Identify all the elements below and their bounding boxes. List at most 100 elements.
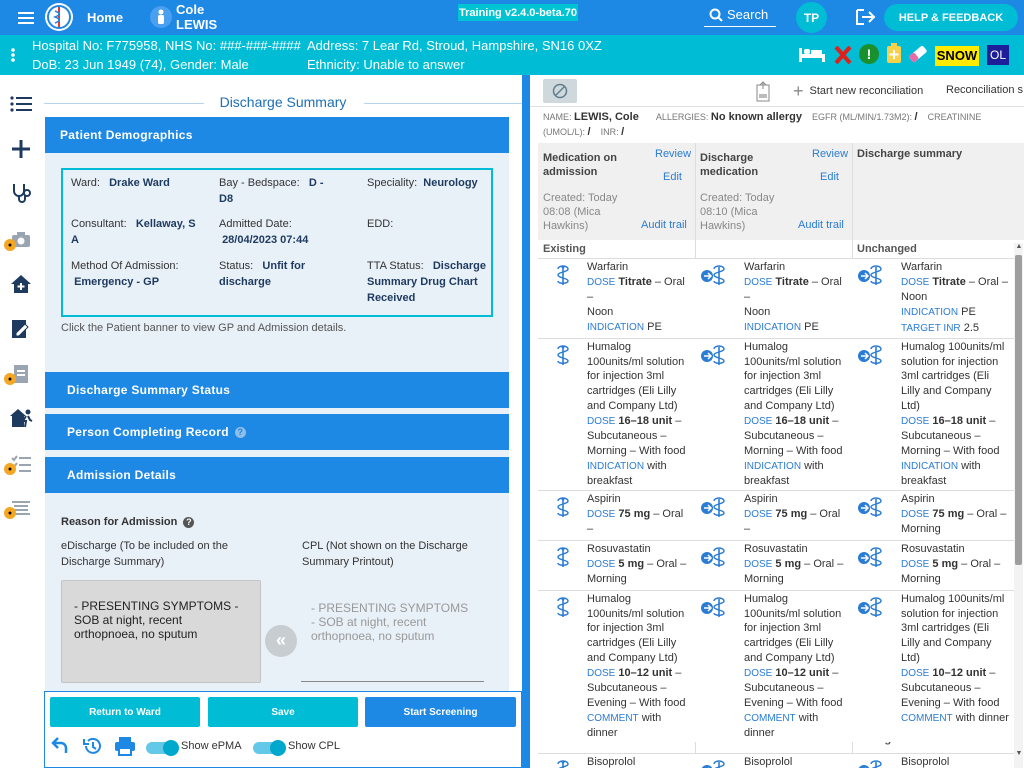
extra-value: PE [647, 320, 662, 333]
dose-value: 16–18 unit [775, 414, 830, 427]
patient-banner[interactable]: Hospital No: F775958, NHS No: ###-###-##… [0, 35, 1024, 75]
bed-icon[interactable] [798, 44, 826, 64]
home-link[interactable]: Home [86, 9, 124, 25]
undo-icon[interactable] [50, 736, 70, 756]
disabled-icon[interactable] [543, 79, 577, 103]
export-document-icon[interactable] [754, 81, 772, 103]
extra-tail: breakfast [901, 475, 947, 488]
history-icon[interactable] [82, 736, 102, 756]
toggle-knob [163, 740, 179, 756]
medication-details: Humalog 100units/ml solution for injection… [587, 592, 692, 741]
medication-card[interactable] [852, 753, 1014, 768]
discharge-audit-link[interactable]: Audit trail [798, 219, 844, 231]
patient-name[interactable]: Cole LEWIS [176, 2, 218, 32]
dose-value: 16–18 unit [618, 414, 673, 427]
scroll-down-arrow-icon[interactable]: ▼ [1015, 750, 1023, 757]
dose-line: Morning [901, 573, 941, 586]
training-badge: Training v2.4.0-beta.70 [458, 4, 578, 21]
stethoscope-icon[interactable] [6, 178, 36, 208]
checklist-icon[interactable]: ● [4, 449, 36, 479]
panel-divider[interactable] [522, 75, 530, 768]
dose-line: Subcutaneous – [587, 430, 667, 443]
medication-card[interactable] [695, 753, 852, 768]
snow-badge[interactable]: SNOW [935, 46, 979, 66]
printer-icon[interactable] [114, 736, 136, 756]
dose-value: 10–12 unit [618, 666, 673, 679]
discharge-icon[interactable] [6, 403, 36, 433]
extra-value: with dinner [744, 711, 819, 740]
bay-value: D - [308, 177, 324, 189]
extra-label: COMMENT [587, 712, 639, 724]
help-feedback-button[interactable]: HELP & FEEDBACK [884, 4, 1018, 31]
dose-line: Noon [901, 291, 928, 304]
list-icon[interactable] [6, 89, 36, 119]
lock-icon: ● [4, 373, 16, 385]
show-epma-toggle[interactable] [146, 740, 179, 756]
dose-line: Morning [587, 537, 692, 539]
copy-left-button[interactable]: « [265, 625, 297, 657]
person-completing-record-header[interactable]: Person Completing Record ? [45, 414, 509, 450]
plus-icon[interactable] [6, 134, 36, 164]
banner-expand-icon[interactable] [10, 47, 16, 63]
admission-details-header[interactable]: Admission Details [45, 457, 509, 493]
document-edit-icon[interactable] [6, 314, 36, 344]
save-button[interactable]: Save [208, 697, 358, 727]
admission-review-link[interactable]: Review [655, 148, 692, 160]
dose-line: Subcutaneous – [901, 682, 981, 695]
patient-demographics-header[interactable]: Patient Demographics [45, 117, 509, 153]
ward-value: Drake Ward [109, 177, 170, 189]
eraser-icon[interactable] [906, 43, 930, 65]
bay-value-cont: D8 [219, 193, 234, 205]
home-plus-icon[interactable] [6, 269, 36, 299]
medical-kit-icon[interactable] [885, 42, 903, 64]
med-name-line: and Company Ltd) [587, 399, 678, 412]
med-name-line: cartridges (Eli Lilly [744, 385, 834, 398]
egfr-value: / [914, 111, 918, 123]
discharge-summary-panel: Discharge Summary Patient Demographics W… [44, 75, 522, 768]
start-new-reconciliation-label: Start new reconciliation [809, 85, 924, 97]
app-logo[interactable] [44, 0, 74, 34]
clipboard-icon[interactable]: ● [4, 359, 36, 389]
red-cross-icon[interactable] [833, 44, 853, 66]
scrollbar-thumb[interactable] [1015, 255, 1022, 565]
admission-audit-link[interactable]: Audit trail [641, 219, 687, 231]
menu-icon[interactable] [14, 8, 42, 28]
extra-tail: breakfast [587, 475, 633, 488]
start-new-reconciliation-button[interactable]: + Start new reconciliation [793, 82, 923, 100]
search-label: Search [727, 7, 769, 22]
admission-edit-link[interactable]: Edit [663, 171, 682, 183]
tta-value: Discharge [432, 260, 487, 272]
logout-icon[interactable] [854, 6, 878, 28]
printer-list-icon[interactable]: ● [4, 493, 36, 523]
show-cpl-toggle[interactable] [253, 740, 286, 756]
help-icon[interactable]: ? [183, 517, 195, 528]
dose-line: Subcutaneous – [744, 430, 824, 443]
reconciliation-status-button[interactable]: Reconciliation s [946, 84, 1024, 96]
edischarge-textarea[interactable]: - PRESENTING SYMPTOMS - SOB at night, re… [61, 580, 261, 683]
dose-route: – [672, 666, 682, 679]
dose-route: – Oral – [801, 557, 844, 570]
camera-icon[interactable]: ● [4, 225, 36, 255]
name-value: LEWIS, Cole [574, 111, 639, 123]
alert-icon[interactable]: ! [859, 44, 879, 64]
med-name-line: Lilly and Company [901, 637, 992, 650]
search-button[interactable]: Search [704, 3, 776, 27]
discharge-summary-status-header[interactable]: Discharge Summary Status [45, 372, 509, 408]
allergies-value: No known allergy [710, 111, 802, 123]
medication-card[interactable] [538, 753, 695, 768]
discharge-review-link[interactable]: Review [812, 148, 849, 160]
medication-details: Warfarin DOSE Titrate – Oral – Noon INDICAT… [744, 260, 849, 337]
discharge-edit-link[interactable]: Edit [820, 171, 839, 183]
user-avatar[interactable]: TP [796, 2, 827, 33]
med-name-line: for injection 3ml [587, 622, 665, 635]
start-screening-button[interactable]: Start Screening [365, 697, 516, 727]
return-to-ward-button[interactable]: Return to Ward [50, 697, 200, 727]
med-name-line: 3ml cartridges (Eli [901, 370, 990, 383]
ol-badge[interactable]: OL [987, 45, 1009, 65]
scroll-up-arrow-icon[interactable]: ▲ [1015, 243, 1023, 250]
cpl-textarea[interactable]: - PRESENTING SYMPTOMS - SOB at night, re… [301, 585, 484, 682]
consultant-label: Consultant: [71, 218, 127, 230]
info-icon[interactable]: ? [234, 426, 246, 438]
med-name-line: Bisoprolol [744, 756, 793, 768]
extra-value: PE [804, 320, 819, 333]
